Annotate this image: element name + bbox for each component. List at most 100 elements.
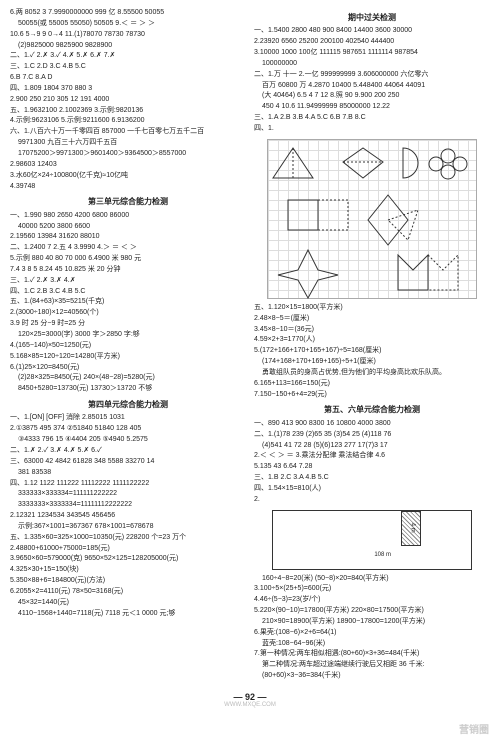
text: 4.示例:9623106 5.示例:9211600 6.9136200 [10, 116, 246, 127]
text: 3.45×8−10＝(36元) [254, 325, 490, 336]
text: 2.48×8−5＝(厘米) [254, 314, 490, 325]
text: 示例:367×1001=367367 678×1001=678678 [10, 522, 246, 533]
text: 一、890 413 900 8300 16 10800 4000 3800 [254, 419, 490, 430]
text: 5.135 43 6.64 7.28 [254, 462, 490, 473]
text: 3333333×3333334=11111112222222 [10, 500, 246, 511]
text: 第二种情况:两车超过途端继续行驶后又相距 36 千米: [254, 660, 490, 671]
text: 6.(1)25×120=8450(元) [10, 363, 246, 374]
text: 二、1.万 十一 2.一亿 999999999 3.606000000 六亿零六 [254, 70, 490, 81]
text: 2. [254, 495, 490, 506]
text: 3.100÷5×(25+5)=600(元) [254, 584, 490, 595]
text: 4.(165−140)×50=1250(元) [10, 341, 246, 352]
text: 4.59×2+3=1770(人) [254, 335, 490, 346]
text: 2.①3875 495 374 ②51840 51840 128 405 [10, 424, 246, 435]
text: 四、1.12 1122 111222 11112222 1111122222 [10, 479, 246, 490]
text: 210×90=18900(平方米) 18900−17800=1200(平方米) [254, 617, 490, 628]
text: 6.B 7.C 8.A D [10, 73, 246, 84]
text: 二、1.(1)78 239 (2)65 35 (3)54 25 (4)118 7… [254, 430, 490, 441]
text: 17075200＞9971300＞9601400＞9364500＞8557000 [10, 149, 246, 160]
text: 6.果壳:(108−6)×2+6=64(1) [254, 628, 490, 639]
section-title-midterm: 期中过关检测 [254, 12, 490, 24]
text: 蓝壳:108−64−96(米) [254, 639, 490, 650]
text: 二、1.2400 7 2.五 4 3.9990 4.＞ ＝ ＜ ＞ [10, 243, 246, 254]
text: 2.19560 13984 31620 88010 [10, 232, 246, 243]
text: 三、1.A 2.B 3.B 4.A 5.C 6.B 7.B 8.C [254, 113, 490, 124]
text: 6.两 8052 3 7.9990000000 999 亿 8.55500 50… [10, 8, 246, 19]
text: 一、1.5400 2800 480 900 8400 14400 3600 30… [254, 26, 490, 37]
text: 三、1.C 2.D 3.C 4.B 5.C [10, 62, 246, 73]
text: 3.水60亿×24÷100800(亿千克)≈10亿吨 [10, 171, 246, 182]
text: 5.350×88+6=184800(元)(方法) [10, 576, 246, 587]
text: 50055(或 55005 55050) 50505 9.＜ ＝ ＞ ＞ [10, 19, 246, 30]
rect-cut-figure: 4 m 108 m [272, 510, 472, 570]
text: 5.(172+166+170+165+167)÷5=168(厘米) [254, 346, 490, 357]
text: 一、1.990 980 2650 4200 6800 86000 [10, 211, 246, 222]
text: 6.2055×2=4110(元) 78×50=3168(元) [10, 587, 246, 598]
watermark: 营销圈 [454, 719, 494, 738]
text: 40000 5200 3800 6600 [10, 222, 246, 233]
text: 2.48800+61000+75000=185(元) [10, 544, 246, 555]
text: (2)9825000 9825900 9828900 [10, 41, 246, 52]
text: 五、1.120×15=1800(平方米) [254, 303, 490, 314]
text: 8450+5280=13730(元) 13730＞13720 不够 [10, 384, 246, 395]
text: 100000000 [254, 59, 490, 70]
text: 3.10000 1000 100亿 111115 987651 1111114 … [254, 48, 490, 59]
text: 2.900 250 210 305 12 191 4000 [10, 95, 246, 106]
text: 333333×333334=111111222222 [10, 489, 246, 500]
text: (4)541 41 72 28 (5)(6)123 277 17(7)3 17 [254, 441, 490, 452]
text: 450 4 10.6 11.94999999 85000000 12.22 [254, 102, 490, 113]
text: 2.＜ ＜ ＞ ＝ 3.乘法分配律 乘法结合律 4.6 [254, 451, 490, 462]
text: 4.325×30+15=150(块) [10, 565, 246, 576]
text: 2.23920 6560 25200 200100 402540 444400 [254, 37, 490, 48]
section-title-u3: 第三单元综合能力检测 [10, 196, 246, 208]
text: 6.165+113=166=150(元) [254, 379, 490, 390]
right-column: 期中过关检测 一、1.5400 2800 480 900 8400 14400 … [254, 8, 490, 682]
text: 四、1.809 1804 370 880 3 [10, 84, 246, 95]
text: 4.46÷(5−3)=23(岁/个) [254, 595, 490, 606]
text: 4110−1568+1440=7118(元) 7118 元＜1 0000 元;够 [10, 609, 246, 620]
geometry-grid-figure [267, 139, 477, 299]
text: 四、1.54×15=810(人) [254, 484, 490, 495]
url-hint: WWW.MXQE.COM [0, 702, 500, 708]
text: 5.220×(90−10)=17800(平方米) 220×80=17500(平方… [254, 606, 490, 617]
text: 2.(3000÷180)×12=40560(个) [10, 308, 246, 319]
text: 381 83538 [10, 468, 246, 479]
text: 一、1.[ON] [OFF] 消除 2.85015 1031 [10, 413, 246, 424]
text: 2.98603 12403 [10, 160, 246, 171]
text: 160÷4−8=20(米) (50−8)×20=840(平方米) [254, 574, 490, 585]
text: 9971300 九百三十六万四千五百 [10, 138, 246, 149]
text: 六、1.八百六十万一千零四百 857000 一千七百零七万五千二百 [10, 127, 246, 138]
text: 四、1. [254, 124, 490, 135]
text: 4.39748 [10, 182, 246, 193]
text: 2.12321 1234534 343545 456456 [10, 511, 246, 522]
text: 百万 60800 万 4.2870 10400 5.448400 44064 4… [254, 81, 490, 92]
text: 五、1.335×60=325×1000=10350(元) 228200 个=23… [10, 533, 246, 544]
text: 5.示例 880 40 80 70 000 6.4900 米 980 元 [10, 254, 246, 265]
text: 三、63000 42 4842 61828 348 5588 33270 14 [10, 457, 246, 468]
section-title-u4: 第四单元综合能力检测 [10, 399, 246, 411]
text: (174+168+170+169+165)÷5+1(厘米) [254, 357, 490, 368]
text: 7.4 3 8 5 8.24 45 10.825 米 20 分钟 [10, 265, 246, 276]
text: 45×32=1440(元) [10, 598, 246, 609]
text: ③4333 796 15 ④4404 205 ⑤4940 5.2575 [10, 435, 246, 446]
text: 5.168×85=120÷120=14280(平方米) [10, 352, 246, 363]
fig-label: 108 m [374, 551, 391, 560]
text: 五、1.9632100 2.1002369 3.示例:9820136 [10, 106, 246, 117]
text: (大 40464) 6.5 4 7 12 8.照 90 9.900 200 25… [254, 91, 490, 102]
text: 120×25=3000(字) 3000 字＞2850 字:够 [10, 330, 246, 341]
text: 三、1.✓ 2.✗ 3.✗ 4.✗ [10, 276, 246, 287]
text: 五、1.(84+63)×35=5215(千克) [10, 297, 246, 308]
text: 10.6 5→9 9 0→4 11.(1)78070 78730 78730 [10, 30, 246, 41]
text: 7.150−150+6+4=29(元) [254, 390, 490, 401]
text: 二、1.✗ 2.✓ 3.✗ 4.✗ 5.✗ 6.✓ [10, 446, 246, 457]
text: (2)28×325=8450(元) 240×(48−28)=5280(元) [10, 373, 246, 384]
fig-label: 4 m [407, 522, 416, 532]
text: 三、1.B 2.C 3.A 4.B 5.C [254, 473, 490, 484]
text: 3.9650×60=579000(克) 9650×52×125=12820500… [10, 554, 246, 565]
section-title-u56: 第五、六单元综合能力检测 [254, 404, 490, 416]
left-column: 6.两 8052 3 7.9990000000 999 亿 8.55500 50… [10, 8, 246, 682]
text: 3.9 时 25 分−9 时=25 分 [10, 319, 246, 330]
text: 7.第一种情况:两车相似相遇:(80+60)×3+36=484(千米) [254, 649, 490, 660]
text: (80+60)×3−36=384(千米) [254, 671, 490, 682]
page-number: — 92 — [0, 692, 500, 702]
